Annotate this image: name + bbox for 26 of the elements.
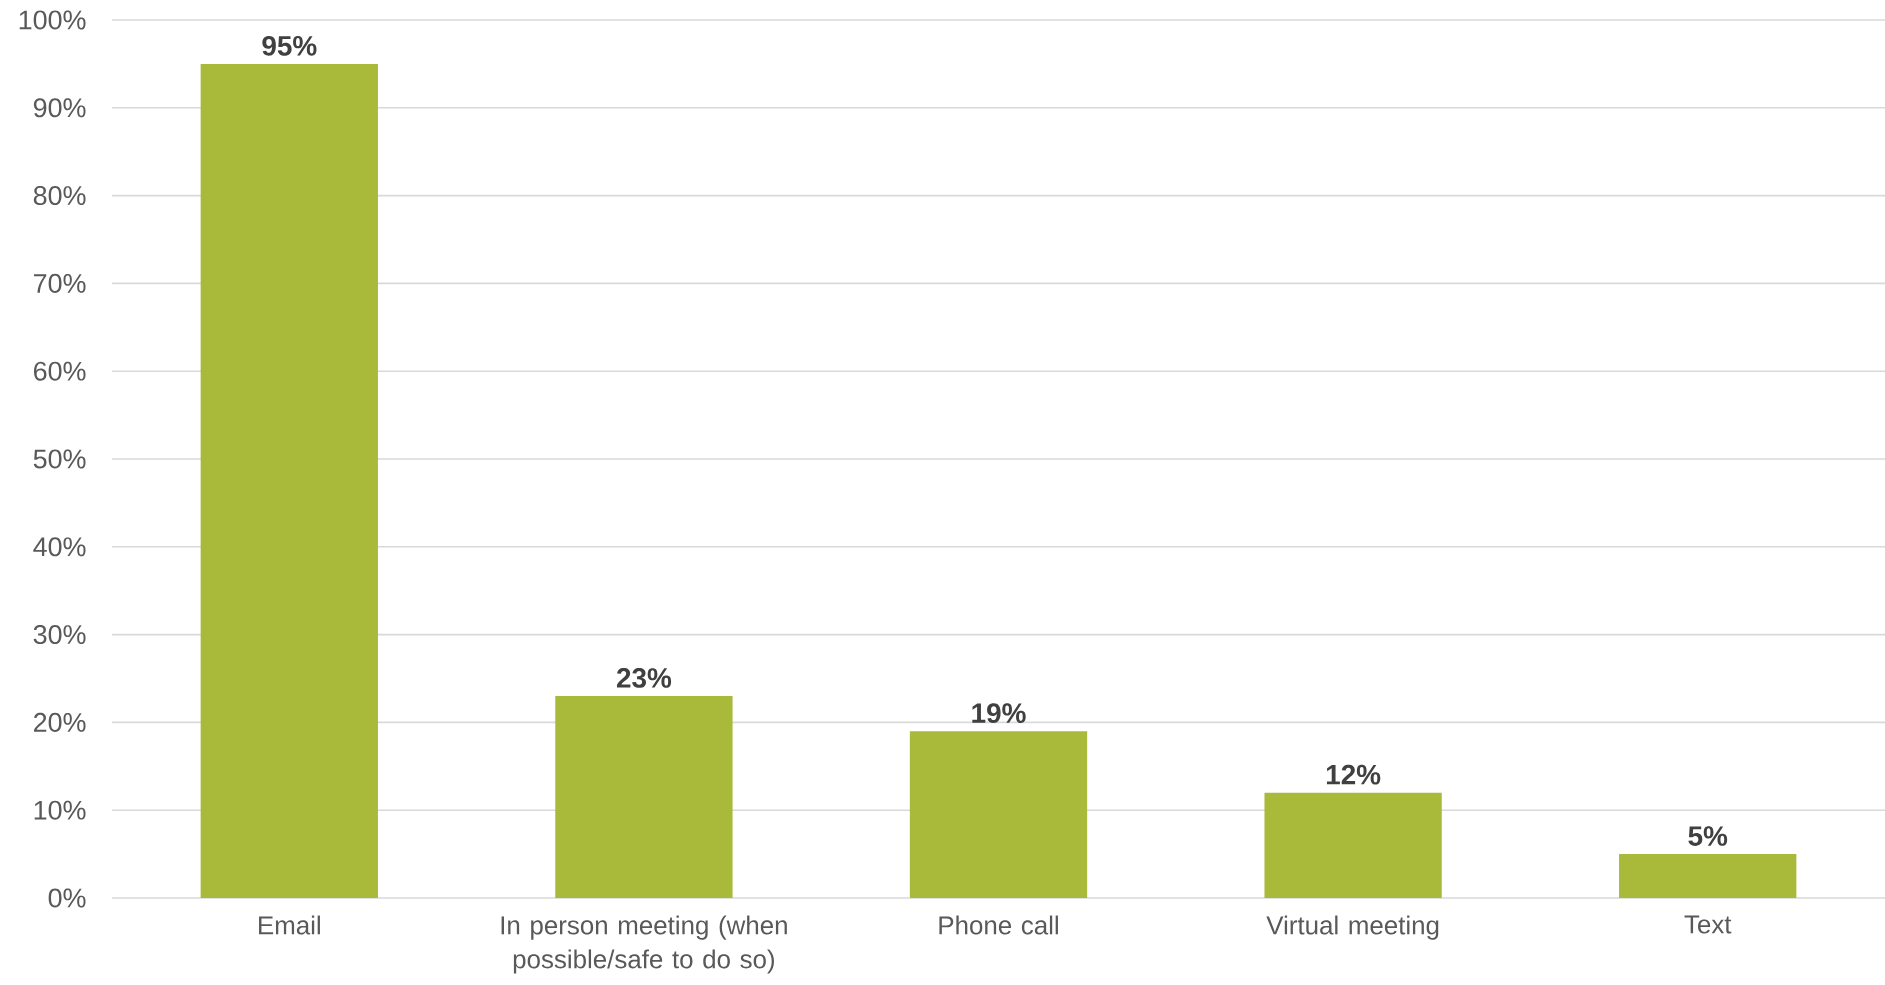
y-tick-label: 90% [33,98,86,118]
y-tick-label: 0% [48,888,86,908]
data-label: 12% [1326,764,1381,785]
data-label: 19% [972,703,1026,723]
bar [909,731,1088,898]
y-tick-label: 60% [34,361,86,381]
x-tick-label: Text [1684,915,1732,934]
y-tick-label: 80% [33,186,86,206]
x-tick-label: Phone call [939,915,1058,935]
y-tick-label: 50% [33,449,86,469]
bar [200,63,378,898]
x-tick-label: In person meeting (when possible/safe to do so) [501,915,787,974]
x-tick-label: Virtual meeting [1266,915,1439,940]
y-tick-label: 70% [34,273,86,293]
y-tick-label: 20% [34,712,86,732]
bar [1264,792,1442,898]
y-tick-label: 100% [19,10,86,30]
bar [1619,854,1797,898]
data-label: 23% [616,668,672,688]
x-tick-label: Email [259,915,320,935]
y-tick-label: 30% [33,625,86,645]
data-label: 95% [262,35,317,56]
y-tick-label: 10% [34,800,86,820]
bar [555,696,733,898]
y-tick-label: 40% [33,537,86,557]
data-label: 5% [1688,826,1728,846]
